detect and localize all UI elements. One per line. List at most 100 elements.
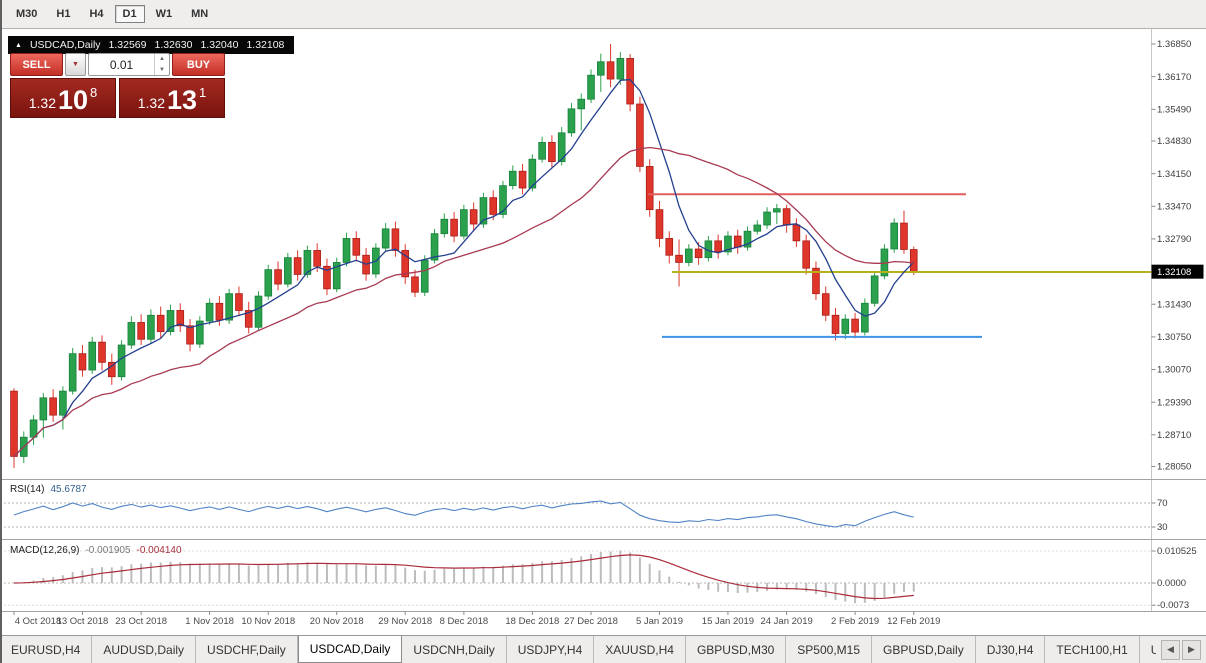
one-click-trading-panel: SELL ▼ 0.01 ▲ ▼ BUY 1.32 10 8 1.32 13 bbox=[10, 53, 225, 118]
svg-text:0.0000: 0.0000 bbox=[1157, 578, 1186, 589]
timeframe-w1-button[interactable]: W1 bbox=[148, 5, 181, 23]
timeframe-d1-button[interactable]: D1 bbox=[114, 5, 145, 23]
macd-label: MACD(12,26,9) -0.001905 -0.004140 bbox=[10, 545, 182, 556]
svg-text:20 Nov 2018: 20 Nov 2018 bbox=[310, 616, 364, 627]
chart-tabs: EURUSD,H4 AUDUSD,Daily USDCHF,Daily USDCAD,… bbox=[0, 636, 1156, 663]
rsi-name: RSI(14) bbox=[10, 484, 45, 495]
svg-text:24 Jan 2019: 24 Jan 2019 bbox=[760, 616, 812, 627]
macd-pane: 0.010525 0.0000 -0.0073 bbox=[0, 546, 1197, 611]
ma-fast-line bbox=[13, 78, 915, 457]
ohlc-open: 1.32569 bbox=[108, 39, 147, 51]
sell-price-pipette: 8 bbox=[90, 85, 98, 100]
svg-text:4 Oct 2018: 4 Oct 2018 bbox=[15, 616, 61, 627]
buy-price-panel[interactable]: 1.32 13 1 bbox=[119, 78, 225, 118]
collapse-trade-panel-icon[interactable]: ▲ bbox=[15, 41, 22, 49]
macd-main-value: -0.001905 bbox=[85, 545, 131, 556]
svg-text:1.28710: 1.28710 bbox=[1157, 430, 1191, 441]
window-left-edge bbox=[0, 0, 2, 663]
tab-xauusd-h4[interactable]: XAUUSD,H4 bbox=[594, 636, 686, 663]
svg-text:70: 70 bbox=[1157, 498, 1168, 509]
scroll-tabs-right-button[interactable]: ▶ bbox=[1182, 639, 1201, 660]
svg-text:12 Feb 2019: 12 Feb 2019 bbox=[887, 616, 940, 627]
rsi-pane: 70 30 bbox=[0, 498, 1168, 533]
svg-text:1.32108: 1.32108 bbox=[1157, 267, 1191, 278]
tab-usdchf-daily[interactable]: USDCHF,Daily bbox=[196, 636, 298, 663]
sell-price-base: 1.32 bbox=[28, 95, 56, 111]
buy-button[interactable]: BUY bbox=[172, 53, 225, 76]
ohlc-low: 1.32040 bbox=[200, 39, 239, 51]
tab-usdcad-daily[interactable]: USDCAD,Daily bbox=[297, 636, 403, 663]
stepper-up-icon[interactable]: ▲ bbox=[159, 56, 165, 62]
volume-value: 0.01 bbox=[109, 57, 134, 72]
svg-text:-0.0073: -0.0073 bbox=[1157, 600, 1189, 611]
svg-text:1.31430: 1.31430 bbox=[1157, 299, 1191, 310]
stepper-down-icon[interactable]: ▼ bbox=[159, 66, 165, 73]
buy-price-pipette: 1 bbox=[199, 85, 207, 100]
volume-field[interactable]: 0.01 ▲ ▼ bbox=[88, 53, 170, 76]
timeframe-mn-button[interactable]: MN bbox=[183, 5, 216, 23]
tab-dj30-h4[interactable]: DJ30,H4 bbox=[976, 636, 1046, 663]
svg-text:1.36170: 1.36170 bbox=[1157, 72, 1191, 83]
svg-text:1.34150: 1.34150 bbox=[1157, 169, 1191, 180]
timeframe-h1-button[interactable]: H1 bbox=[48, 5, 78, 23]
chevron-down-icon: ▼ bbox=[72, 61, 79, 68]
candles-layer[interactable] bbox=[10, 44, 918, 468]
rsi-value: 45.6787 bbox=[50, 484, 87, 495]
svg-text:1.28050: 1.28050 bbox=[1157, 462, 1191, 473]
svg-text:18 Dec 2018: 18 Dec 2018 bbox=[505, 616, 559, 627]
svg-text:0.010525: 0.010525 bbox=[1157, 546, 1197, 557]
buy-price-pips: 13 bbox=[166, 85, 198, 115]
rsi-label: RSI(14) 45.6787 bbox=[10, 484, 87, 495]
scroll-tabs-left-button[interactable]: ◀ bbox=[1161, 639, 1180, 660]
svg-text:30: 30 bbox=[1157, 522, 1168, 533]
svg-text:1.33470: 1.33470 bbox=[1157, 201, 1191, 212]
chart-symbol-label: USDCAD,Daily bbox=[29, 39, 101, 51]
svg-text:1.35490: 1.35490 bbox=[1157, 104, 1191, 115]
svg-text:1.29390: 1.29390 bbox=[1157, 397, 1191, 408]
tab-gbpusd-m30[interactable]: GBPUSD,M30 bbox=[686, 636, 787, 663]
svg-text:1.36850: 1.36850 bbox=[1157, 39, 1191, 50]
ohlc-high: 1.32630 bbox=[154, 39, 193, 51]
tab-gbpusd-daily[interactable]: GBPUSD,Daily bbox=[872, 636, 976, 663]
chart-title-bar: ▲ USDCAD,Daily 1.32569 1.32630 1.32040 1… bbox=[8, 36, 295, 54]
svg-text:1.30070: 1.30070 bbox=[1157, 365, 1191, 376]
svg-text:27 Dec 2018: 27 Dec 2018 bbox=[564, 616, 618, 627]
ma-slow-line bbox=[13, 146, 914, 457]
tab-eurusd-h4[interactable]: EURUSD,H4 bbox=[0, 636, 93, 663]
svg-text:2 Feb 2019: 2 Feb 2019 bbox=[831, 616, 879, 627]
svg-text:10 Nov 2018: 10 Nov 2018 bbox=[241, 616, 295, 627]
svg-text:1.34830: 1.34830 bbox=[1157, 136, 1191, 147]
tab-usdcnh-daily[interactable]: USDCNH,Daily bbox=[402, 636, 507, 663]
tab-sp500-m15[interactable]: SP500,M15 bbox=[786, 636, 873, 663]
timeframe-h4-button[interactable]: H4 bbox=[81, 5, 111, 23]
tab-tech100-h1[interactable]: TECH100,H1 bbox=[1045, 636, 1140, 663]
volume-dropdown-button[interactable]: ▼ bbox=[65, 53, 86, 76]
price-axis: 1.36850 1.36170 1.35490 1.34830 1.34150 1.334… bbox=[1151, 29, 1191, 611]
ohlc-close: 1.32108 bbox=[246, 39, 285, 51]
svg-text:23 Oct 2018: 23 Oct 2018 bbox=[115, 616, 167, 627]
current-price-badge: 1.32108 bbox=[1151, 264, 1204, 279]
svg-text:29 Nov 2018: 29 Nov 2018 bbox=[378, 616, 432, 627]
sell-price-pips: 10 bbox=[57, 85, 89, 115]
tab-scroll-arrows: ◀ ▶ bbox=[1156, 636, 1206, 663]
svg-text:13 Oct 2018: 13 Oct 2018 bbox=[57, 616, 109, 627]
timeframe-toolbar: M30 H1 H4 D1 W1 MN bbox=[0, 0, 1206, 29]
buy-price-base: 1.32 bbox=[137, 95, 165, 111]
tab-audusd-daily[interactable]: AUDUSD,Daily bbox=[92, 636, 197, 663]
volume-stepper[interactable]: ▲ ▼ bbox=[154, 54, 169, 75]
sell-price-panel[interactable]: 1.32 10 8 bbox=[10, 78, 116, 118]
svg-text:5 Jan 2019: 5 Jan 2019 bbox=[636, 616, 683, 627]
chart-tabbar: EURUSD,H4 AUDUSD,Daily USDCHF,Daily USDCAD,… bbox=[0, 635, 1206, 663]
macd-name: MACD(12,26,9) bbox=[10, 545, 80, 556]
svg-text:8 Dec 2018: 8 Dec 2018 bbox=[440, 616, 489, 627]
svg-text:1 Nov 2018: 1 Nov 2018 bbox=[185, 616, 234, 627]
svg-text:1.30750: 1.30750 bbox=[1157, 332, 1191, 343]
sell-button[interactable]: SELL bbox=[10, 53, 63, 76]
tab-uk[interactable]: UK bbox=[1140, 636, 1156, 663]
svg-text:15 Jan 2019: 15 Jan 2019 bbox=[702, 616, 754, 627]
timeframe-m30-button[interactable]: M30 bbox=[8, 5, 45, 23]
tab-usdjpy-h4[interactable]: USDJPY,H4 bbox=[507, 636, 595, 663]
